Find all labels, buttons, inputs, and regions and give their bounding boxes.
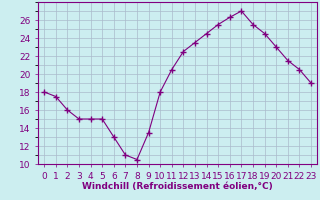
X-axis label: Windchill (Refroidissement éolien,°C): Windchill (Refroidissement éolien,°C) <box>82 182 273 191</box>
